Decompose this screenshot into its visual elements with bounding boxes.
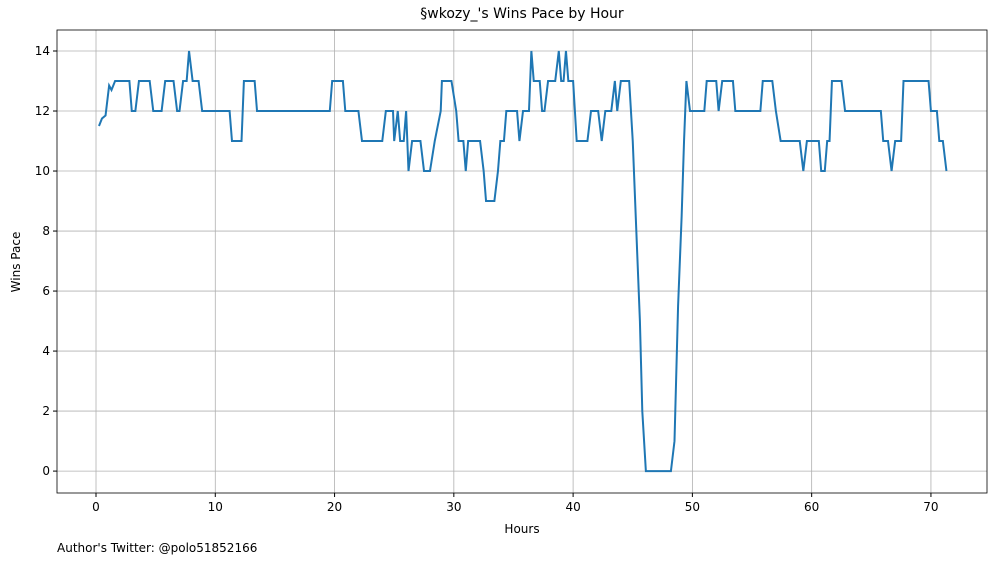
- y-tick-label: 10: [35, 164, 50, 178]
- x-tick-label: 0: [92, 500, 100, 514]
- data-line: [98, 50, 948, 473]
- chart-title: §wkozy_'s Wins Pace by Hour: [420, 6, 624, 22]
- y-tick-label: 8: [42, 224, 50, 238]
- x-tick-label: 50: [685, 500, 700, 514]
- x-tick-label: 70: [923, 500, 938, 514]
- x-tick-label: 60: [804, 500, 819, 514]
- y-tick-label: 12: [35, 104, 50, 118]
- y-tick-label: 14: [35, 44, 50, 58]
- y-tick-label: 2: [42, 404, 50, 418]
- x-tick-label: 10: [208, 500, 223, 514]
- plot-frame: [56, 29, 988, 494]
- y-tick-label: 4: [42, 344, 50, 358]
- x-tick-label: 40: [565, 500, 580, 514]
- x-tick-label: 30: [446, 500, 461, 514]
- y-tick-label: 0: [42, 464, 50, 478]
- x-axis-label: Hours: [504, 522, 539, 536]
- footer: Author's Twitter: @polo51852166: [57, 541, 257, 555]
- y-tick-label: 6: [42, 284, 50, 298]
- y-axis-label: Wins Pace: [9, 232, 23, 293]
- x-tick-label: 20: [327, 500, 342, 514]
